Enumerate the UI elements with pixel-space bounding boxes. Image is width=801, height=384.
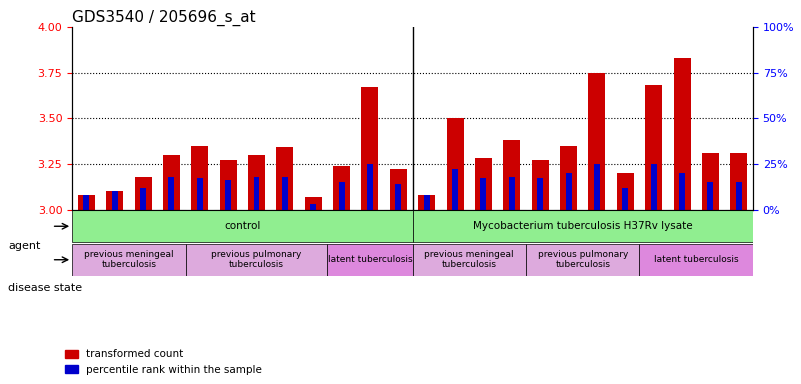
Text: previous meningeal
tuberculosis: previous meningeal tuberculosis xyxy=(425,250,514,270)
Bar xyxy=(248,155,265,210)
Bar xyxy=(197,179,203,210)
Bar xyxy=(622,188,628,210)
Bar xyxy=(304,197,322,210)
Bar xyxy=(367,164,373,210)
Bar xyxy=(481,179,486,210)
Text: previous pulmonary
tuberculosis: previous pulmonary tuberculosis xyxy=(211,250,302,270)
FancyBboxPatch shape xyxy=(72,210,413,242)
Bar xyxy=(589,73,606,210)
Bar xyxy=(111,191,118,210)
Text: Mycobacterium tuberculosis H37Rv lysate: Mycobacterium tuberculosis H37Rv lysate xyxy=(473,221,693,231)
Bar xyxy=(702,153,718,210)
Bar xyxy=(475,158,492,210)
Bar xyxy=(361,87,378,210)
Text: latent tuberculosis: latent tuberculosis xyxy=(654,255,739,264)
Bar xyxy=(163,155,180,210)
Text: control: control xyxy=(224,221,260,231)
FancyBboxPatch shape xyxy=(186,244,328,276)
FancyBboxPatch shape xyxy=(328,244,413,276)
Bar xyxy=(594,164,600,210)
Bar xyxy=(447,118,464,210)
Bar xyxy=(135,177,151,210)
FancyBboxPatch shape xyxy=(72,244,186,276)
Bar xyxy=(532,160,549,210)
Bar xyxy=(191,146,208,210)
FancyBboxPatch shape xyxy=(413,210,753,242)
Bar xyxy=(731,153,747,210)
Text: previous pulmonary
tuberculosis: previous pulmonary tuberculosis xyxy=(537,250,628,270)
Bar xyxy=(390,169,407,210)
Bar xyxy=(560,146,577,210)
Bar xyxy=(509,177,515,210)
Bar xyxy=(679,173,685,210)
Bar xyxy=(650,164,657,210)
Bar xyxy=(617,173,634,210)
Bar xyxy=(168,177,175,210)
Text: latent tuberculosis: latent tuberculosis xyxy=(328,255,413,264)
FancyBboxPatch shape xyxy=(526,244,639,276)
Bar xyxy=(424,195,429,210)
Legend: transformed count, percentile rank within the sample: transformed count, percentile rank withi… xyxy=(62,345,266,379)
Text: agent: agent xyxy=(8,241,40,251)
Bar xyxy=(707,182,714,210)
Bar xyxy=(674,58,690,210)
Bar xyxy=(645,85,662,210)
Bar xyxy=(78,195,95,210)
Bar xyxy=(282,177,288,210)
Bar xyxy=(310,204,316,210)
Bar xyxy=(418,195,435,210)
Bar xyxy=(219,160,236,210)
Bar xyxy=(396,184,401,210)
Bar xyxy=(106,191,123,210)
Bar xyxy=(736,182,742,210)
FancyBboxPatch shape xyxy=(639,244,753,276)
Bar xyxy=(140,188,146,210)
Text: previous meningeal
tuberculosis: previous meningeal tuberculosis xyxy=(84,250,174,270)
Bar xyxy=(253,177,260,210)
Bar xyxy=(276,147,293,210)
Bar xyxy=(566,173,572,210)
Bar xyxy=(537,179,543,210)
Bar xyxy=(452,169,458,210)
Bar xyxy=(83,195,89,210)
Text: GDS3540 / 205696_s_at: GDS3540 / 205696_s_at xyxy=(72,9,256,25)
Bar xyxy=(503,140,521,210)
Bar xyxy=(333,166,350,210)
FancyBboxPatch shape xyxy=(413,244,526,276)
Bar xyxy=(225,180,231,210)
Bar xyxy=(339,182,344,210)
Text: disease state: disease state xyxy=(8,283,83,293)
